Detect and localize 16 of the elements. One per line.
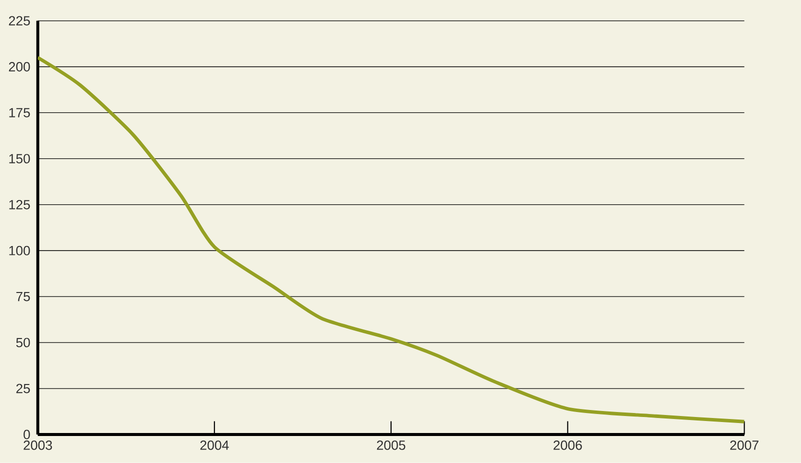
y-tick-label: 200 [8, 62, 30, 72]
line-series [38, 56, 744, 424]
y-tick-label: 50 [16, 338, 30, 348]
y-tick-label: 25 [16, 384, 30, 394]
x-tick-label: 2004 [200, 440, 229, 450]
x-tick-label: 2005 [376, 440, 406, 450]
x-tick-label: 2007 [730, 440, 758, 450]
y-tick-label: 150 [9, 154, 30, 164]
y-tick-label: 100 [9, 246, 30, 256]
x-tick-label: 2006 [554, 440, 582, 450]
x-tick-label: 2003 [24, 440, 52, 450]
y-tick-label: 125 [9, 200, 30, 210]
y-tick-label: 0 [24, 430, 30, 440]
y-tick-label: 75 [16, 292, 30, 302]
y-tick-label: 175 [9, 108, 30, 118]
y-tick-label: 225 [8, 16, 30, 26]
